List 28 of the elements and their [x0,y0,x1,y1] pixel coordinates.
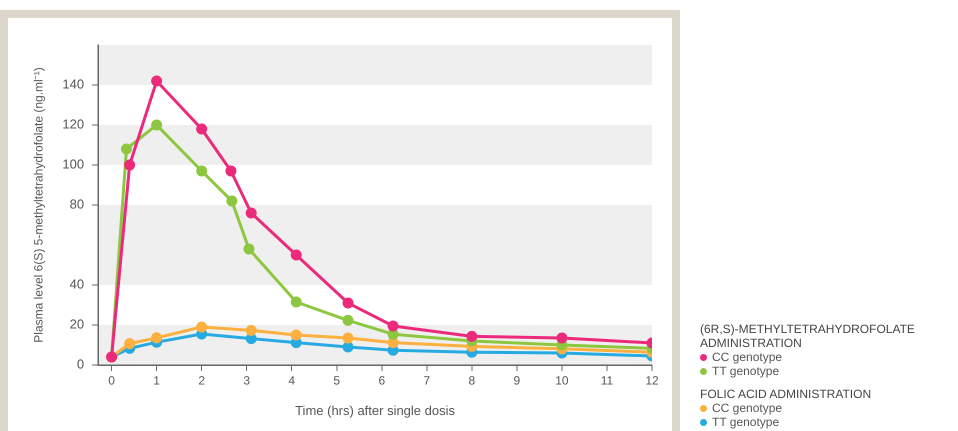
text: (6R,S)-METHYLTETRAHYDROFOLATE ADMINISTRATION [700,322,916,350]
x-tick-label: 2 [198,374,206,388]
x-tick-label: 12 [645,374,659,388]
x-tick-label: 10 [555,374,569,388]
x-tick-label: 6 [378,374,386,388]
y-tick-label: 80 [70,196,84,212]
x-tick-label: 3 [243,374,250,388]
legend-label: TT genotype [712,364,780,378]
x-tick-label: 9 [514,374,521,388]
x-tick-label: 7 [423,374,430,388]
x-tick-label: 8 [468,374,476,388]
legend-label: CC genotype [712,350,782,364]
y-tick-label: 0 [76,356,84,372]
y-tick-label: 140 [62,76,84,92]
x-tick-label: 5 [333,374,340,388]
text: FOLIC ACID ADMINISTRATION [700,387,872,401]
y-tick-label: 120 [62,116,84,132]
legend-label: TT genotype [712,415,780,429]
y-tick-label: 100 [62,156,84,172]
x-tick-label: 1 [153,374,160,388]
x-tick-label: 4 [288,374,296,388]
y-axis-title: Plasma level 6(S) 5-methyltetrahydrofolate (ng.ml⁻¹) [32,67,46,343]
legend-label: CC genotype [712,401,782,415]
x-axis-title: Time (hrs) after single dosis [295,402,456,418]
y-tick-label: 20 [70,316,84,332]
x-tick-label: 11 [600,374,614,388]
x-tick-label: 0 [108,374,116,388]
y-tick-label: 40 [70,276,84,292]
